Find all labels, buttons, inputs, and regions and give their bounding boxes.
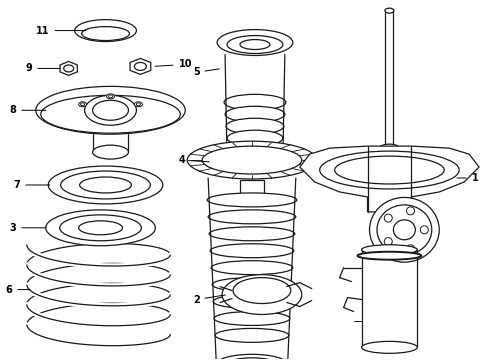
Ellipse shape xyxy=(240,40,269,50)
Ellipse shape xyxy=(384,238,391,246)
Ellipse shape xyxy=(80,177,131,193)
Text: 7: 7 xyxy=(14,180,50,190)
Ellipse shape xyxy=(46,210,155,246)
Ellipse shape xyxy=(379,144,399,152)
Ellipse shape xyxy=(92,100,128,120)
Ellipse shape xyxy=(41,95,180,133)
Ellipse shape xyxy=(420,226,427,234)
Ellipse shape xyxy=(213,294,290,309)
Ellipse shape xyxy=(75,20,136,41)
Ellipse shape xyxy=(84,95,136,125)
Ellipse shape xyxy=(216,354,287,360)
Ellipse shape xyxy=(215,328,288,342)
Ellipse shape xyxy=(61,171,150,199)
Ellipse shape xyxy=(384,8,393,13)
Ellipse shape xyxy=(209,227,294,241)
Ellipse shape xyxy=(227,144,281,160)
Text: 5: 5 xyxy=(192,67,219,77)
Ellipse shape xyxy=(384,214,391,222)
Ellipse shape xyxy=(211,261,292,275)
Text: 9: 9 xyxy=(25,63,60,73)
Text: 4: 4 xyxy=(179,155,209,165)
Ellipse shape xyxy=(217,30,292,55)
Text: 1: 1 xyxy=(456,173,477,183)
Ellipse shape xyxy=(79,221,122,235)
Ellipse shape xyxy=(334,156,443,184)
Ellipse shape xyxy=(202,146,301,174)
Ellipse shape xyxy=(226,36,282,54)
Ellipse shape xyxy=(81,103,84,106)
Polygon shape xyxy=(299,146,478,212)
Ellipse shape xyxy=(361,341,416,353)
Ellipse shape xyxy=(36,86,185,134)
Text: 11: 11 xyxy=(36,26,86,36)
Ellipse shape xyxy=(214,311,289,325)
Ellipse shape xyxy=(187,141,316,179)
Ellipse shape xyxy=(48,166,163,204)
Ellipse shape xyxy=(225,118,283,134)
Ellipse shape xyxy=(92,145,128,159)
Ellipse shape xyxy=(210,244,293,258)
Ellipse shape xyxy=(406,207,414,215)
Ellipse shape xyxy=(224,106,285,122)
Text: 3: 3 xyxy=(9,223,46,233)
Ellipse shape xyxy=(63,65,74,72)
Bar xyxy=(240,180,264,198)
Ellipse shape xyxy=(134,62,146,71)
Text: 6: 6 xyxy=(5,284,30,294)
Ellipse shape xyxy=(106,94,114,99)
Ellipse shape xyxy=(81,27,129,41)
Ellipse shape xyxy=(207,193,296,207)
Polygon shape xyxy=(60,62,77,75)
Ellipse shape xyxy=(60,215,141,241)
Ellipse shape xyxy=(226,358,276,360)
Ellipse shape xyxy=(319,151,458,189)
Ellipse shape xyxy=(226,130,282,146)
Ellipse shape xyxy=(208,210,295,224)
Ellipse shape xyxy=(212,278,291,292)
Ellipse shape xyxy=(361,245,416,255)
Ellipse shape xyxy=(224,94,285,110)
Ellipse shape xyxy=(406,245,414,253)
Ellipse shape xyxy=(393,220,414,240)
Text: 8: 8 xyxy=(9,105,46,115)
Ellipse shape xyxy=(79,102,86,107)
Text: 10: 10 xyxy=(155,59,192,69)
Ellipse shape xyxy=(369,197,438,262)
Ellipse shape xyxy=(108,95,112,98)
Ellipse shape xyxy=(233,278,290,303)
Text: 2: 2 xyxy=(192,294,225,305)
Polygon shape xyxy=(130,58,150,75)
Ellipse shape xyxy=(376,205,431,255)
Ellipse shape xyxy=(134,102,142,107)
Ellipse shape xyxy=(357,252,421,260)
Ellipse shape xyxy=(222,275,301,315)
Ellipse shape xyxy=(136,103,140,106)
Ellipse shape xyxy=(226,151,282,169)
